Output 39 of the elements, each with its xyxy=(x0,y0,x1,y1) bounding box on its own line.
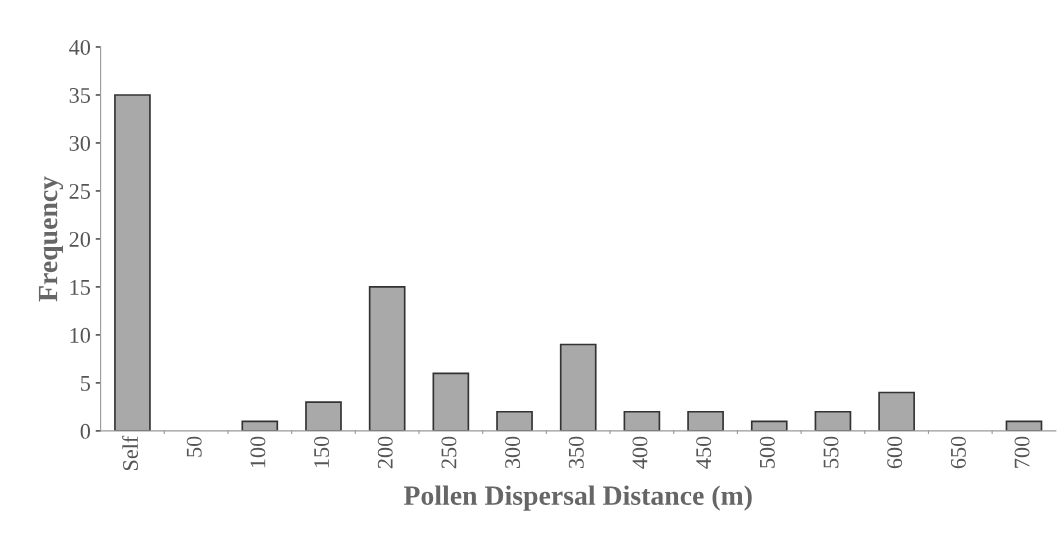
bar xyxy=(750,420,788,431)
bar xyxy=(432,372,470,431)
y-axis-title: Frequency xyxy=(38,176,64,302)
x-tick-label: 700 xyxy=(1014,436,1030,468)
x-tick-label: 650 xyxy=(950,436,966,469)
y-tick-label: 40 xyxy=(69,39,91,55)
bar xyxy=(368,286,406,431)
bar xyxy=(687,410,724,431)
y-tick-label: 5 xyxy=(81,376,91,391)
y-tick-label: 0 xyxy=(80,423,91,439)
x-tick-label: 100 xyxy=(250,436,266,468)
y-tick-label: 35 xyxy=(69,87,91,103)
bar xyxy=(241,420,279,431)
bar xyxy=(623,410,661,431)
x-tick-label: 600 xyxy=(887,436,903,469)
bar xyxy=(814,410,852,431)
y-tick-label: 15 xyxy=(70,279,91,295)
bar xyxy=(559,343,597,431)
x-tick-label: 500 xyxy=(759,436,775,468)
y-tick-label: 20 xyxy=(69,231,91,247)
y-tick-label: 10 xyxy=(70,327,91,343)
x-tick-label: 350 xyxy=(568,436,584,469)
x-tick-label: 400 xyxy=(632,436,648,469)
bar xyxy=(114,94,151,431)
y-tick-label: 25 xyxy=(69,183,91,199)
x-axis-title: Pollen Dispersal Distance (m) xyxy=(403,485,752,511)
x-tick-label: Self xyxy=(122,435,139,471)
bar xyxy=(878,391,915,431)
x-tick-label: 300 xyxy=(505,436,521,469)
x-tick-label: 250 xyxy=(441,436,457,469)
bar xyxy=(305,401,342,431)
x-tick-label: 50 xyxy=(186,436,202,457)
x-tick-label: 450 xyxy=(696,436,712,469)
bar xyxy=(496,410,533,431)
x-tick-label: 150 xyxy=(314,436,330,468)
bar xyxy=(1005,420,1043,431)
x-tick-label: 550 xyxy=(823,436,839,468)
y-tick-label: 30 xyxy=(69,135,91,151)
x-tick-label: 200 xyxy=(377,436,393,469)
